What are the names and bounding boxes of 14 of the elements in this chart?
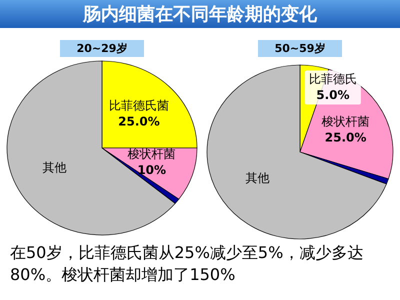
- slice-label: 其他: [42, 160, 67, 175]
- data-label: 25.0%: [118, 114, 160, 128]
- text: 在50岁，比菲德氏菌从25%减少至5%，减少多达80%。梭状杆菌却增加了150%: [10, 242, 364, 286]
- data-label: 5.0%: [316, 88, 350, 102]
- chart-subtitle: 50~59岁: [274, 42, 326, 56]
- slice-label: 比菲德氏菌: [108, 98, 169, 112]
- slice-label: 梭状杆菌: [128, 147, 176, 162]
- chart-title: 肠内细菌在不同年龄期的变化: [82, 4, 318, 25]
- slice-label: 梭状杆菌: [322, 114, 370, 129]
- chart-subtitle: 20~29岁: [76, 42, 128, 56]
- data-label: 25.0%: [324, 130, 366, 145]
- data-label: 10%: [137, 163, 166, 178]
- slice-label: 其他: [246, 171, 270, 186]
- slice-label: 比菲德氏: [308, 72, 357, 86]
